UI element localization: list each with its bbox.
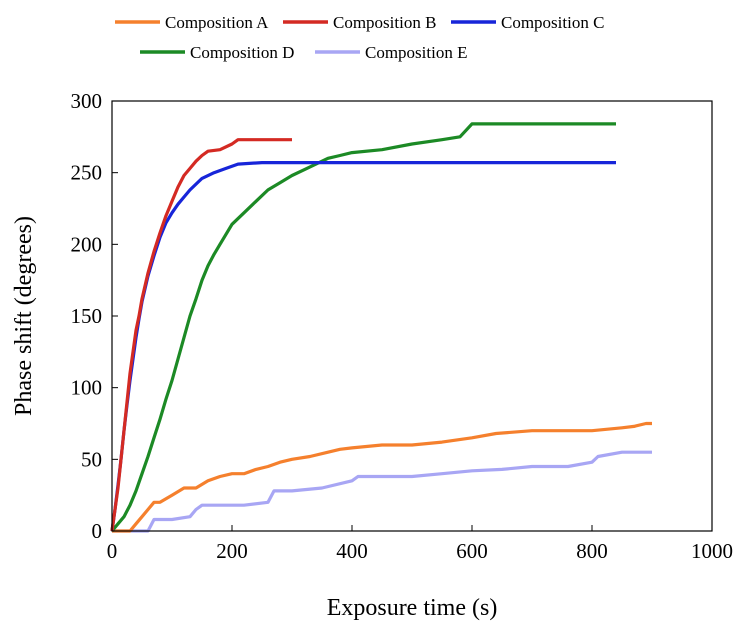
- series-line-composition-e: [112, 450, 652, 533]
- y-tick-label: 250: [71, 161, 103, 185]
- y-axis-label: Phase shift (degrees): [11, 216, 37, 416]
- x-tick-label: 800: [576, 539, 608, 563]
- x-tick-label: 0: [107, 539, 118, 563]
- x-tick-label: 600: [456, 539, 488, 563]
- series-line-composition-d: [110, 122, 616, 533]
- legend-label-composition-e: Composition E: [365, 43, 467, 62]
- y-tick-label: 50: [81, 447, 102, 471]
- x-axis-label: Exposure time (s): [327, 595, 498, 621]
- axis-ticks: 0 200 400 600 800 1000 0 50 100 150 200 250 300: [71, 89, 734, 563]
- y-tick-label: 150: [71, 304, 103, 328]
- series-line-composition-a: [112, 421, 652, 533]
- x-tick-label: 400: [336, 539, 368, 563]
- series-layer: [110, 122, 652, 533]
- legend-label-composition-b: Composition B: [333, 13, 436, 32]
- plot-frame: [111, 100, 713, 532]
- y-tick-label: 300: [71, 89, 103, 113]
- y-tick-label: 100: [71, 376, 103, 400]
- legend: Composition A Composition B Composition C C…: [115, 13, 604, 62]
- y-tick-label: 0: [92, 519, 103, 543]
- x-tick-label: 1000: [691, 539, 733, 563]
- y-tick-label: 200: [71, 232, 103, 256]
- legend-label-composition-a: Composition A: [165, 13, 269, 32]
- x-tick-label: 200: [216, 539, 248, 563]
- legend-label-composition-d: Composition D: [190, 43, 294, 62]
- series-line-composition-b: [110, 138, 292, 532]
- legend-label-composition-c: Composition C: [501, 13, 604, 32]
